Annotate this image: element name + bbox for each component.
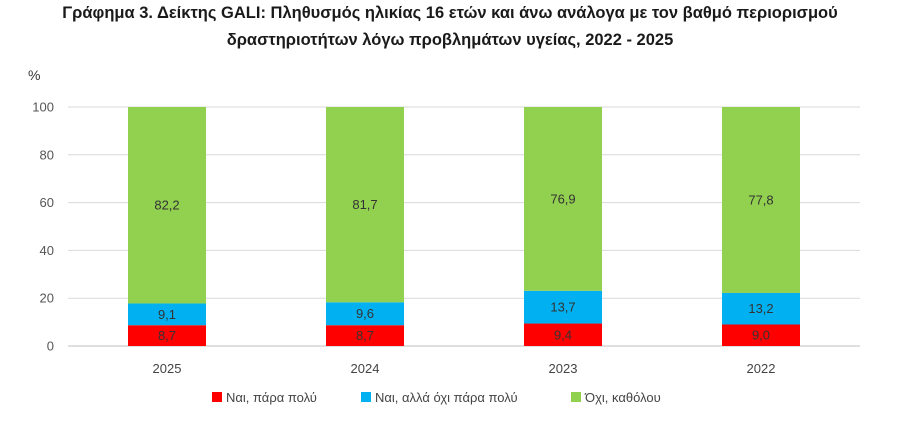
x-tick-label: 2025 bbox=[153, 361, 182, 376]
y-tick-label: 80 bbox=[40, 147, 54, 162]
data-label: 13,7 bbox=[550, 300, 575, 315]
x-tick-label: 2022 bbox=[747, 361, 776, 376]
data-label: 9,4 bbox=[554, 327, 572, 342]
bar-segment bbox=[326, 325, 404, 346]
bar-segment bbox=[128, 325, 206, 346]
bar-segment bbox=[722, 292, 800, 325]
bar-segment bbox=[524, 290, 602, 324]
data-label: 77,8 bbox=[748, 192, 773, 207]
legend-swatch bbox=[212, 392, 222, 402]
data-label: 9,0 bbox=[752, 328, 770, 343]
bar-segment bbox=[524, 107, 602, 291]
legend-swatch bbox=[571, 392, 581, 402]
y-axis-label: % bbox=[28, 67, 40, 83]
legend-swatch bbox=[361, 392, 371, 402]
y-tick-label: 60 bbox=[40, 195, 54, 210]
bar-segment bbox=[326, 302, 404, 326]
bar-segment bbox=[128, 107, 206, 304]
data-label: 8,7 bbox=[356, 328, 374, 343]
bar-segment bbox=[524, 323, 602, 346]
bar-segment bbox=[722, 324, 800, 346]
chart-title-line-2: δραστηριοτήτων λόγω προβλημάτων υγείας, … bbox=[226, 31, 674, 49]
bar-segment bbox=[326, 107, 404, 303]
data-label: 82,2 bbox=[154, 198, 179, 213]
data-label: 81,7 bbox=[352, 197, 377, 212]
y-tick-label: 0 bbox=[47, 339, 54, 354]
data-label: 9,1 bbox=[158, 307, 176, 322]
chart-title-line-1: Γράφημα 3. Δείκτης GALI: Πληθυσμός ηλικί… bbox=[62, 4, 838, 22]
bar-segment bbox=[722, 107, 800, 293]
x-tick-label: 2023 bbox=[549, 361, 578, 376]
y-tick-label: 20 bbox=[40, 291, 54, 306]
legend-label: Όχι, καθόλου bbox=[584, 390, 661, 405]
data-label: 76,9 bbox=[550, 191, 575, 206]
y-tick-label: 100 bbox=[32, 100, 54, 115]
y-tick-label: 40 bbox=[40, 243, 54, 258]
x-tick-label: 2024 bbox=[351, 361, 380, 376]
data-label: 8,7 bbox=[158, 328, 176, 343]
data-label: 13,2 bbox=[748, 301, 773, 316]
legend-label: Ναι, πάρα πολύ bbox=[226, 390, 317, 405]
bar-segment bbox=[128, 303, 206, 326]
legend-label: Ναι, αλλά όχι πάρα πολύ bbox=[375, 390, 518, 405]
data-label: 9,6 bbox=[356, 306, 374, 321]
